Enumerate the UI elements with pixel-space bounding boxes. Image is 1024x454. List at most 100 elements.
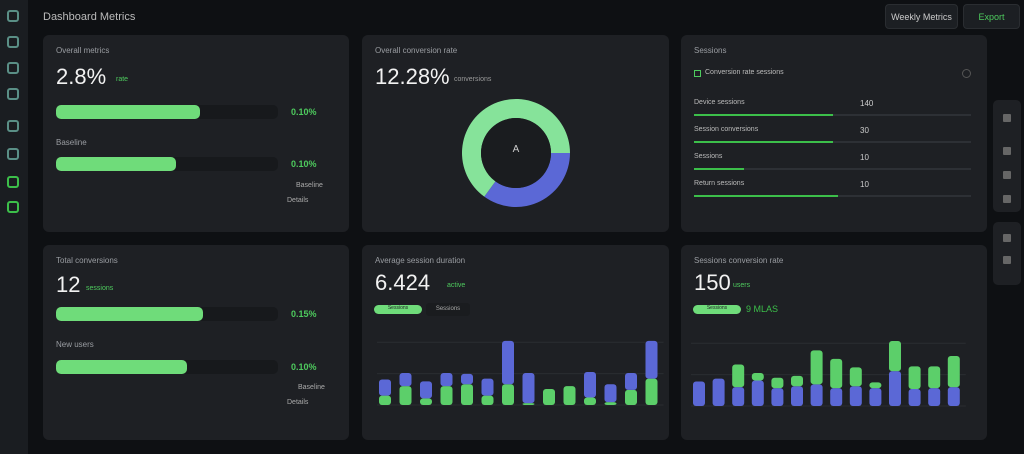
details-link[interactable]: Details xyxy=(287,197,309,204)
toolbar-icon[interactable] xyxy=(1003,195,1011,203)
card-label: Total conversions xyxy=(56,256,118,265)
card-label: Sessions xyxy=(694,46,727,55)
metric-sub: sessions xyxy=(86,285,114,292)
card-label: Overall conversion rate xyxy=(375,46,458,55)
details-link[interactable]: Details xyxy=(287,399,309,406)
bar-segment xyxy=(563,386,576,405)
bar-segment xyxy=(420,381,432,399)
metric-value: 12.28% xyxy=(375,64,450,89)
bar-segment xyxy=(830,358,843,389)
note: Baseline xyxy=(296,182,323,189)
chart-icon[interactable] xyxy=(7,62,19,74)
row-progress xyxy=(694,195,971,197)
bar-segment xyxy=(869,388,882,406)
filter-pill[interactable]: Sessions xyxy=(693,305,741,314)
bar-segment xyxy=(522,372,535,404)
filter-tag[interactable]: Sessions xyxy=(426,303,470,316)
toolbar-icon[interactable] xyxy=(1003,147,1011,155)
donut-chart xyxy=(462,99,570,207)
bar-segment xyxy=(604,402,617,405)
sidebar xyxy=(0,0,28,454)
metric-sub: users xyxy=(733,282,751,289)
progress-value: 0.10% xyxy=(291,107,317,117)
donut-center-label: A xyxy=(512,144,520,155)
bar-segment xyxy=(502,340,514,385)
sessions-conversion-card: Sessions conversion rate 150 users Sessi… xyxy=(681,245,987,440)
bar-segment xyxy=(928,388,941,406)
bar-segment xyxy=(584,397,596,405)
checkbox-icon[interactable] xyxy=(694,70,701,77)
progress-fill xyxy=(56,307,203,321)
progress-value: 0.10% xyxy=(291,159,317,169)
bar-segment xyxy=(440,386,453,405)
stacked-bar-chart xyxy=(691,340,966,407)
total-conversions-card: Total conversions 12 sessions 0.15% New … xyxy=(43,245,349,440)
toolbar-icon[interactable] xyxy=(1003,256,1011,264)
progress-fill xyxy=(56,157,176,171)
bar-segment xyxy=(502,384,514,405)
row-label: Session conversions xyxy=(694,126,759,133)
export-button[interactable]: Export xyxy=(963,4,1020,29)
bar-segment xyxy=(889,340,901,372)
bar-segment xyxy=(751,373,764,381)
bar-segment xyxy=(849,367,862,387)
toolbar-icon[interactable] xyxy=(1003,234,1011,242)
bar-segment xyxy=(830,388,843,406)
bar-segment xyxy=(732,387,745,406)
progress-label: New users xyxy=(56,340,94,349)
metric-value: 12 xyxy=(56,272,81,297)
row-progress xyxy=(694,168,971,170)
bar-segment xyxy=(869,382,882,389)
bar-segment xyxy=(604,384,617,403)
row-value: 10 xyxy=(860,153,869,162)
info-icon[interactable] xyxy=(962,69,971,78)
grid-icon[interactable] xyxy=(7,10,19,22)
bar-segment xyxy=(379,379,391,396)
progress-bar xyxy=(56,105,278,119)
row-progress xyxy=(694,114,971,116)
bar-segment xyxy=(625,372,637,390)
donut-segment xyxy=(484,153,570,207)
note: Baseline xyxy=(298,384,325,391)
side-toolbar-2 xyxy=(993,222,1021,285)
bar-segment xyxy=(645,378,658,405)
card-label: Sessions conversion rate xyxy=(694,256,784,265)
bar-segment xyxy=(810,384,823,406)
conversion-rate-card: Overall conversion rate 12.28% conversio… xyxy=(362,35,669,232)
progress-bar xyxy=(56,360,278,374)
bar-segment xyxy=(908,366,921,390)
page-title: Dashboard Metrics xyxy=(43,11,136,23)
bar-segment xyxy=(399,386,412,405)
progress-value: 0.15% xyxy=(291,309,317,319)
settings-icon[interactable] xyxy=(7,120,19,132)
active-icon[interactable] xyxy=(7,201,19,213)
layers-icon[interactable] xyxy=(7,88,19,100)
bar-segment xyxy=(771,388,784,406)
bar-segment xyxy=(481,395,494,405)
toolbar-icon[interactable] xyxy=(1003,171,1011,179)
row-value: 30 xyxy=(860,126,869,135)
filter-pill[interactable]: Sessions xyxy=(374,305,422,314)
bar-segment xyxy=(732,364,745,388)
bar-segment xyxy=(693,381,705,406)
weekly-metrics-button[interactable]: Weekly Metrics xyxy=(885,4,958,29)
users-icon[interactable] xyxy=(7,148,19,160)
bar-segment xyxy=(928,366,941,389)
bar-segment xyxy=(420,398,432,405)
bar-segment xyxy=(889,371,901,406)
bar-segment xyxy=(522,403,535,405)
analytics-icon[interactable] xyxy=(7,176,19,188)
side-toolbar xyxy=(993,100,1021,212)
progress-label: Baseline xyxy=(56,138,87,147)
bar-segment xyxy=(440,372,453,387)
bar-segment xyxy=(810,350,823,385)
bar-segment xyxy=(645,340,658,379)
row-value: 10 xyxy=(860,180,869,189)
toolbar-icon[interactable] xyxy=(1003,114,1011,122)
apps-icon[interactable] xyxy=(7,36,19,48)
bar-segment xyxy=(481,378,494,396)
bar-segment xyxy=(543,388,555,405)
bar-segment xyxy=(461,384,473,405)
sessions-card: Sessions Conversion rate sessions Device… xyxy=(681,35,987,232)
filter-tag: 9 MLAS xyxy=(746,304,779,314)
